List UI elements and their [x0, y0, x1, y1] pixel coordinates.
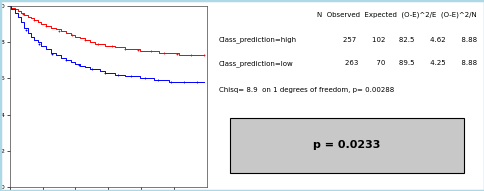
Text: 263        70      89.5       4.25       8.88: 263 70 89.5 4.25 8.88 — [345, 60, 476, 66]
Text: Chisq= 8.9  on 1 degrees of freedom, p= 0.00288: Chisq= 8.9 on 1 degrees of freedom, p= 0… — [218, 87, 393, 93]
Text: 257       102      82.5       4.62       8.88: 257 102 82.5 4.62 8.88 — [342, 37, 476, 43]
FancyBboxPatch shape — [229, 118, 463, 173]
Text: N  Observed  Expected  (O-E)^2/E  (O-E)^2/N: N Observed Expected (O-E)^2/E (O-E)^2/N — [317, 11, 476, 18]
Text: p = 0.0233: p = 0.0233 — [312, 140, 379, 151]
Text: Class_prediction=high: Class_prediction=high — [218, 37, 296, 43]
Text: Class_prediction=low: Class_prediction=low — [218, 60, 293, 67]
